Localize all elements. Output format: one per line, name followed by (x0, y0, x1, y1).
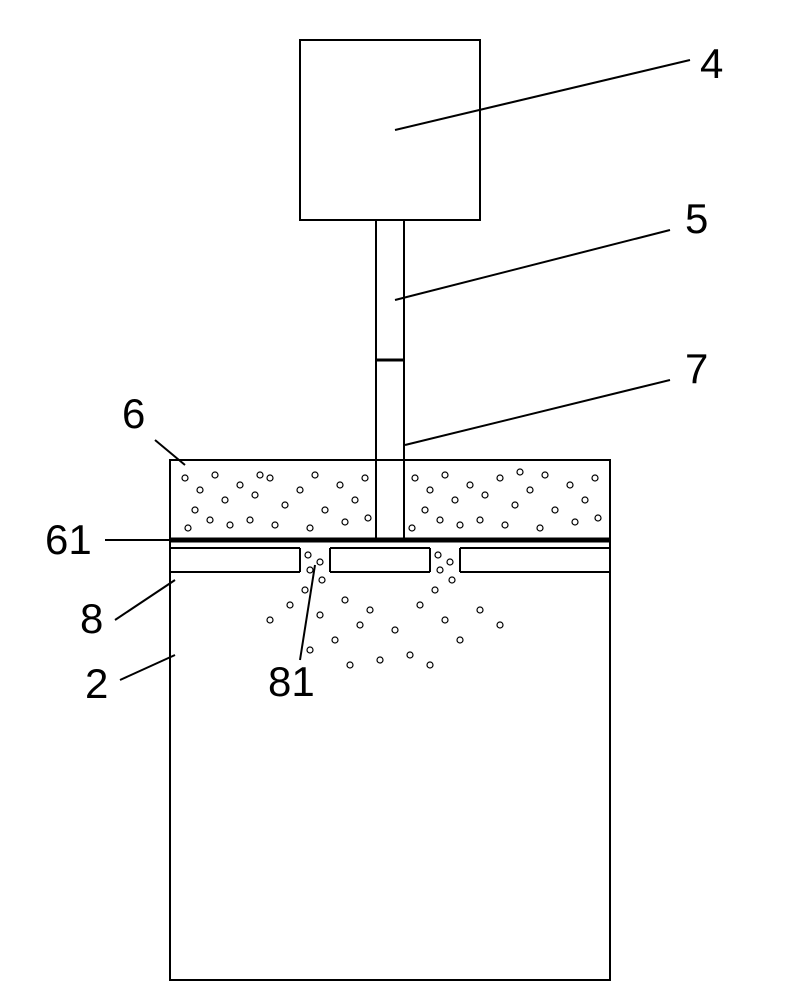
leader-8 (115, 580, 175, 620)
shaft-upper (376, 220, 404, 360)
label-61: 61 (45, 516, 92, 564)
label-8: 8 (80, 595, 103, 643)
particles-layer-left (182, 472, 371, 531)
technical-diagram (0, 0, 804, 1000)
label-7: 7 (685, 345, 708, 393)
top-box (300, 40, 480, 220)
label-81: 81 (268, 658, 315, 706)
label-6: 6 (122, 390, 145, 438)
label-2: 2 (85, 660, 108, 708)
leader-4 (395, 60, 690, 130)
label-5: 5 (685, 195, 708, 243)
leader-2 (120, 655, 175, 680)
leader-7 (405, 380, 670, 445)
leader-5 (395, 230, 670, 300)
particles-slot2 (432, 552, 455, 593)
label-4: 4 (700, 40, 723, 88)
particles-layer-right (409, 469, 601, 531)
leader-81 (300, 565, 315, 660)
